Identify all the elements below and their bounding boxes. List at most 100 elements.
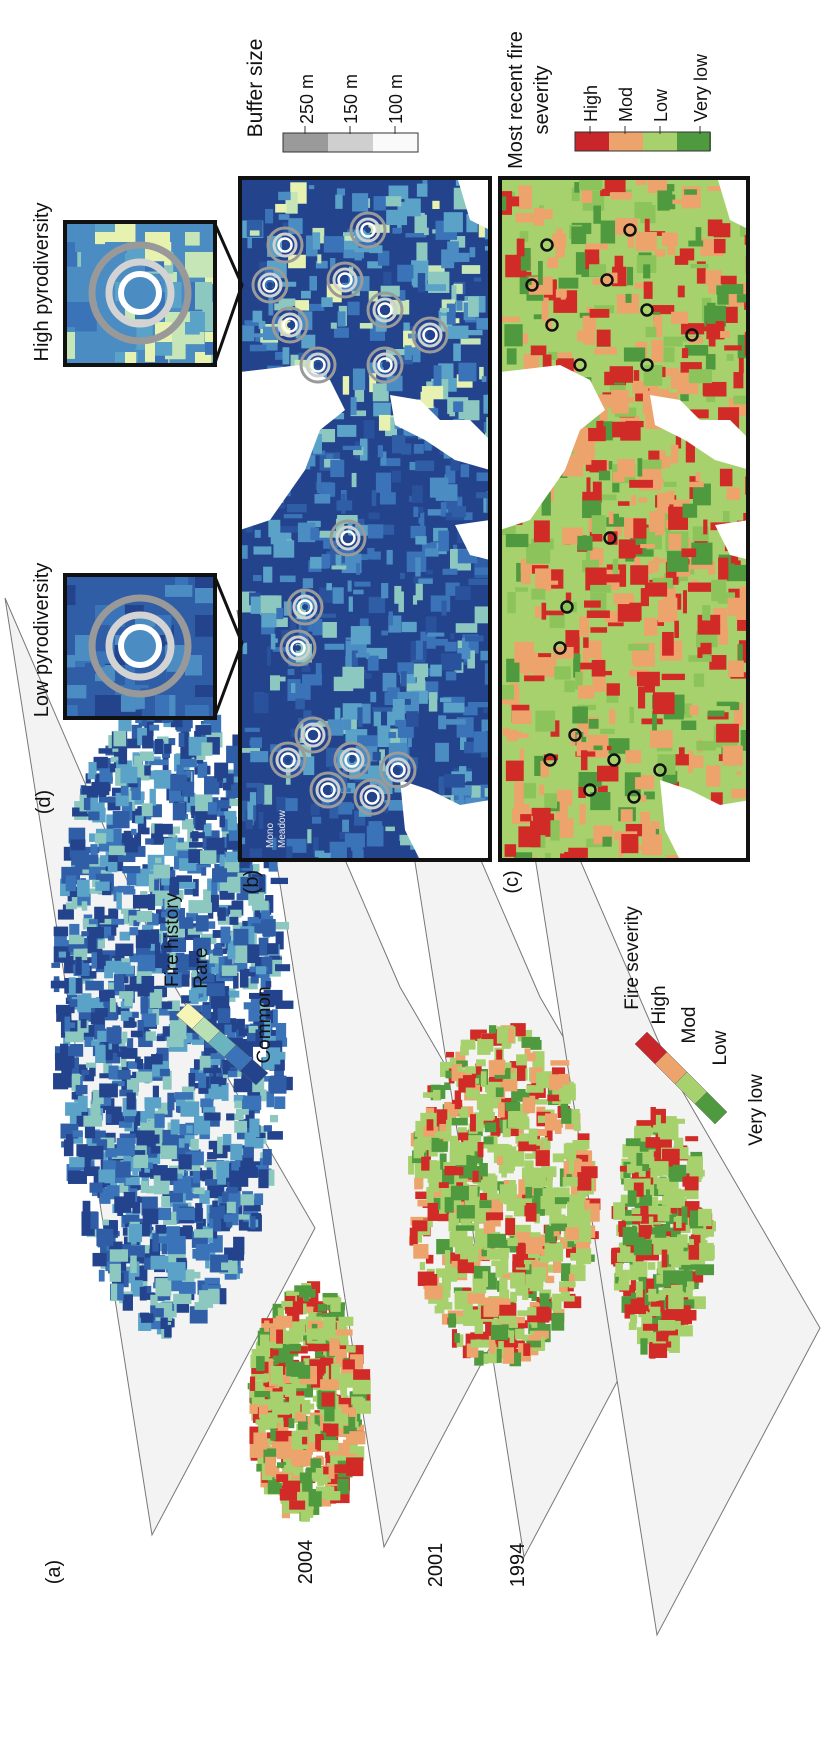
map-cell <box>443 774 465 788</box>
layer-cell <box>219 890 235 900</box>
layer-cell <box>195 813 204 831</box>
layer-cell <box>164 972 182 988</box>
map-cell <box>416 183 428 197</box>
map-cell <box>738 357 744 374</box>
map-cell <box>719 284 744 295</box>
layer-cell <box>229 916 239 925</box>
legends <box>175 126 728 1125</box>
layer-cell <box>122 738 141 749</box>
site <box>325 787 331 793</box>
map-cell <box>321 797 335 809</box>
layer-cell <box>307 1281 321 1294</box>
map-cell <box>533 520 550 544</box>
site <box>543 753 557 767</box>
layer-cell <box>223 1214 234 1222</box>
map-cell <box>282 347 290 365</box>
map-cell <box>604 611 624 623</box>
map-cell <box>370 691 377 703</box>
map-cell <box>597 765 619 782</box>
layer-cell <box>86 927 104 939</box>
map-cell <box>387 687 400 700</box>
layer-cell <box>478 1039 494 1052</box>
map-cell <box>625 293 632 303</box>
map-cell <box>457 647 471 660</box>
layer-cell <box>573 1124 581 1131</box>
map-cell <box>244 727 260 732</box>
layer-cell <box>499 1278 508 1297</box>
unburned-area <box>400 780 490 860</box>
layer-cell <box>196 985 203 994</box>
layer-cell <box>116 1244 134 1250</box>
map-cell <box>576 438 595 460</box>
layer-cell <box>448 1213 460 1232</box>
layer-cell <box>674 1305 691 1321</box>
map-cell <box>544 793 558 809</box>
map-cell <box>464 635 484 642</box>
map-cell <box>379 492 396 505</box>
layer-cell <box>186 1027 193 1043</box>
layer-cell <box>227 1026 236 1045</box>
map-cell <box>582 500 602 518</box>
buffer-100 <box>337 272 353 288</box>
layer-cell <box>553 1187 570 1200</box>
layer-cell <box>146 1185 155 1194</box>
map-cell <box>606 689 619 703</box>
inset-cell <box>185 232 200 246</box>
buffer-100 <box>118 271 162 315</box>
buffer-150 <box>417 322 443 348</box>
map-cell <box>415 536 427 545</box>
map-cell <box>244 320 264 326</box>
map-cell <box>350 410 367 417</box>
layer-cell <box>479 1228 491 1243</box>
layer-cell <box>460 1039 476 1050</box>
map-cell <box>640 811 651 836</box>
map-cell <box>708 329 716 347</box>
layer-cell <box>629 1254 644 1262</box>
map-cell <box>649 511 665 532</box>
layer-cell <box>526 1340 541 1348</box>
layer-cell <box>456 1205 475 1219</box>
map-cell <box>371 490 377 507</box>
layer-cell <box>568 1194 586 1203</box>
layer-cell <box>144 1257 154 1270</box>
map-cell <box>421 386 444 400</box>
map-cell <box>581 183 593 203</box>
layer-cell <box>531 1282 537 1301</box>
layer-cell <box>118 746 128 765</box>
layer-cell <box>106 824 114 832</box>
site <box>315 362 321 368</box>
layer-cell <box>490 1324 509 1340</box>
map-cell <box>279 575 296 583</box>
unburned-area <box>660 780 748 860</box>
map-cell <box>736 771 741 776</box>
layer-cell <box>141 803 153 817</box>
layer-cell <box>88 919 98 925</box>
map-cell <box>679 248 695 261</box>
layer-cell <box>686 1191 692 1197</box>
map-cell <box>609 709 616 725</box>
site <box>540 238 554 252</box>
layer-cell <box>672 1210 679 1217</box>
buffer-150 <box>272 232 298 258</box>
map-cell <box>404 345 412 360</box>
layer-cell <box>337 1478 349 1495</box>
map-cell <box>536 209 553 220</box>
layer-cell <box>629 1314 638 1324</box>
layer-cell <box>467 1247 479 1263</box>
layer-cell <box>188 950 200 967</box>
map-cell <box>263 784 273 805</box>
layer-cell <box>95 833 107 844</box>
layer-cell <box>662 1240 674 1253</box>
legend-swatch <box>575 132 609 151</box>
layer-cell <box>266 967 281 977</box>
map-cell <box>372 707 393 712</box>
layer-cell <box>415 1191 432 1200</box>
layer-cell <box>187 927 203 935</box>
layer-cell <box>154 1113 165 1128</box>
site <box>545 318 559 332</box>
layer-cell <box>325 1474 339 1485</box>
map-cell <box>286 503 307 513</box>
map-cell <box>335 194 343 209</box>
map-cell <box>386 375 403 392</box>
